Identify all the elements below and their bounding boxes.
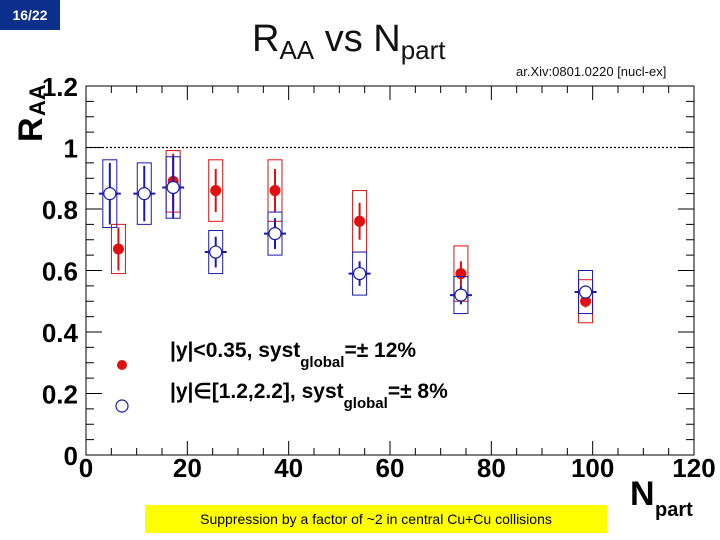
x-tick-label: 100	[571, 453, 614, 483]
forward-point	[353, 266, 367, 281]
y-tick-label: 0.8	[42, 195, 78, 225]
page-title: RAA vs Npart	[252, 18, 446, 66]
x-axis-title: N	[630, 475, 655, 513]
central-point	[354, 215, 366, 227]
forward-point	[268, 227, 282, 241]
title-sub-aa: AA	[279, 35, 315, 65]
x-tick-label: 120	[672, 453, 715, 483]
central-point	[210, 185, 222, 197]
forward-point	[137, 187, 151, 201]
x-tick-label: 60	[376, 453, 405, 483]
y-axis-title-sub: AA	[25, 84, 50, 116]
x-tick-label: 80	[477, 453, 506, 483]
forward-point	[578, 285, 593, 299]
x-tick-label: 40	[274, 453, 303, 483]
x-tick-label: 0	[79, 453, 93, 483]
title-vs: vs N	[314, 18, 401, 60]
legend-marker-central	[117, 360, 127, 370]
legend-marker-forward	[115, 399, 129, 413]
y-tick-label: 1	[64, 134, 78, 164]
title-r: R	[252, 18, 280, 60]
slide-number: 16/22	[0, 0, 60, 30]
arxiv-reference: ar.Xiv:0801.0220 [nucl-ex]	[516, 64, 667, 79]
title-sub-part: part	[400, 35, 446, 65]
legend-label-forward: |y|∈[1.2,2.2], systglobal=± 8%	[170, 380, 448, 412]
forward-point	[454, 288, 468, 302]
legend-label-central: |y|<0.35, systglobal=± 12%	[170, 339, 416, 371]
y-tick-label: 0.4	[42, 318, 79, 348]
x-tick-label: 20	[173, 453, 202, 483]
forward-point	[166, 180, 180, 195]
forward-point	[103, 187, 117, 201]
y-tick-label: 0	[64, 441, 78, 471]
y-tick-label: 0.6	[42, 257, 78, 287]
y-axis-title: R	[12, 117, 50, 142]
y-tick-label: 1.2	[42, 72, 78, 102]
central-syst-box	[208, 159, 224, 222]
caption-banner: Suppression by a factor of ~2 in central…	[145, 505, 607, 533]
central-point	[112, 243, 124, 255]
central-point	[269, 185, 281, 197]
x-axis-title-sub: part	[655, 499, 693, 521]
y-tick-label: 0.2	[42, 380, 78, 410]
central-syst-box	[110, 223, 126, 275]
central-point	[455, 268, 467, 280]
forward-point	[209, 245, 223, 259]
